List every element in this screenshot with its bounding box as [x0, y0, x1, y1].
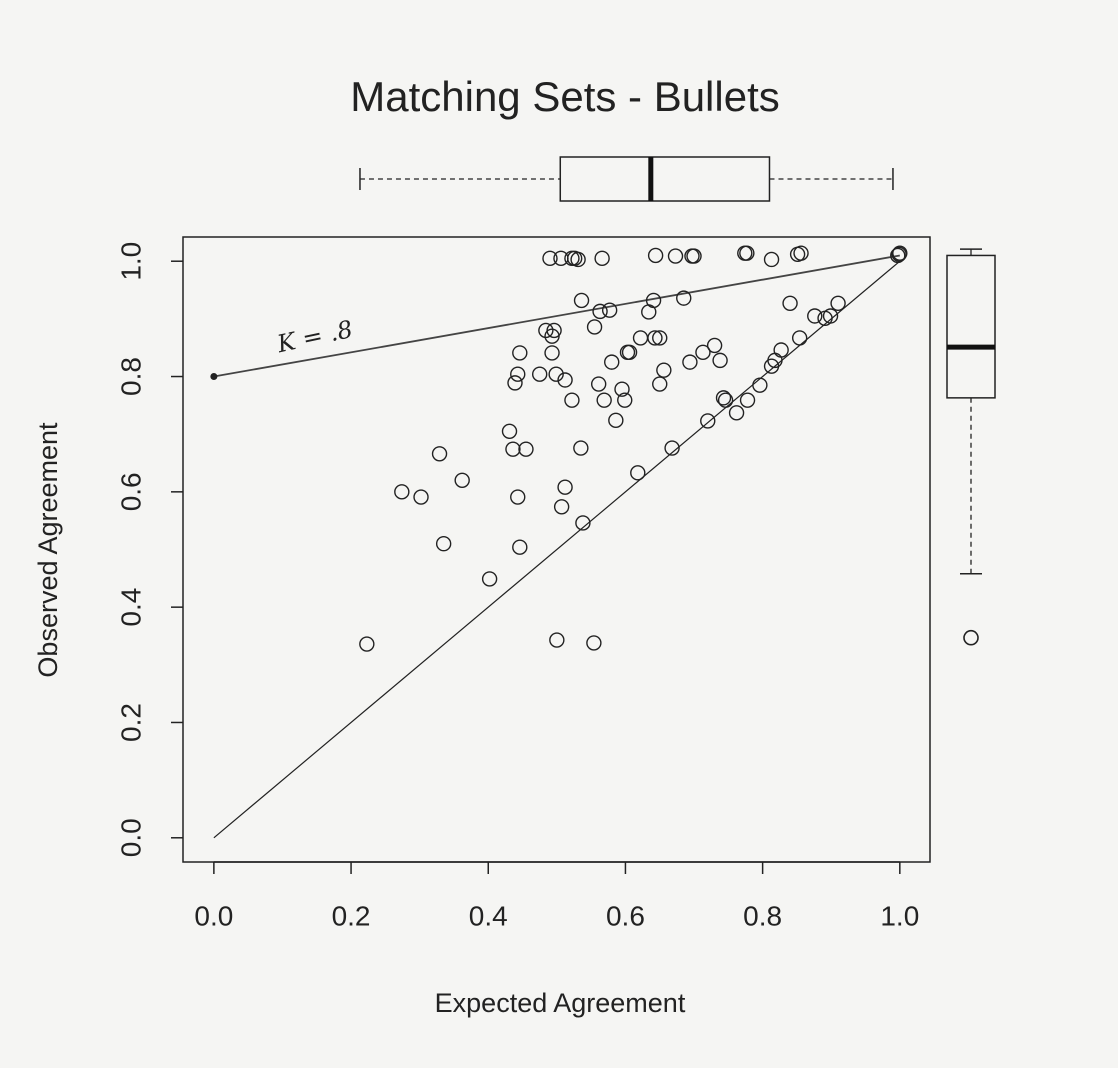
- point: [630, 465, 646, 481]
- point: [686, 248, 702, 264]
- x-tick-label: 0.4: [469, 900, 508, 931]
- chart-title: Matching Sets - Bullets: [350, 73, 780, 120]
- point: [507, 375, 523, 391]
- x-tick-label: 1.0: [880, 900, 919, 931]
- point: [664, 440, 680, 456]
- point: [590, 376, 607, 392]
- y-tick-label: 0.0: [115, 818, 146, 857]
- point: [546, 322, 562, 339]
- point: [553, 499, 570, 515]
- point: [601, 302, 618, 318]
- point: [413, 489, 429, 505]
- point: [656, 362, 672, 378]
- x-tick-label: 0.8: [743, 900, 782, 931]
- point: [431, 446, 448, 462]
- point: [575, 515, 591, 531]
- point: [695, 344, 711, 361]
- point: [518, 441, 534, 457]
- point: [645, 292, 662, 309]
- point: [715, 390, 732, 406]
- x-axis-label: Expected Agreement: [435, 988, 686, 1018]
- point: [505, 441, 521, 457]
- x-tick-label: 0.0: [194, 900, 233, 931]
- point: [621, 344, 638, 361]
- outlier: [963, 629, 979, 646]
- point: [647, 330, 663, 346]
- point: [592, 303, 608, 320]
- reference-line: [213, 254, 900, 378]
- point: [892, 245, 908, 261]
- point: [512, 539, 528, 555]
- point: [763, 251, 780, 268]
- reference-point: [210, 373, 218, 381]
- point: [773, 342, 789, 358]
- point: [573, 292, 590, 309]
- point: [667, 248, 684, 264]
- point: [435, 536, 452, 552]
- x-tick-label: 0.2: [332, 900, 371, 931]
- point: [728, 405, 745, 421]
- point: [512, 345, 528, 361]
- point: [604, 354, 620, 370]
- box: [946, 254, 996, 399]
- point: [454, 472, 470, 489]
- point: [531, 366, 548, 382]
- point: [548, 366, 564, 382]
- point: [807, 308, 823, 324]
- point: [614, 381, 630, 397]
- reference-line: [213, 260, 901, 839]
- point: [481, 571, 498, 587]
- point: [538, 322, 554, 339]
- point: [359, 636, 375, 652]
- point: [712, 352, 728, 369]
- y-tick-label: 0.8: [115, 357, 146, 396]
- y-tick-label: 0.6: [115, 472, 146, 511]
- point: [752, 377, 768, 393]
- point: [557, 372, 573, 388]
- point: [557, 479, 573, 495]
- point: [676, 290, 692, 306]
- point: [586, 635, 602, 651]
- point: [564, 392, 580, 408]
- point: [652, 330, 668, 346]
- point: [793, 245, 809, 261]
- point: [394, 484, 410, 500]
- point: [510, 366, 526, 382]
- point: [594, 250, 610, 267]
- x-tick-label: 0.6: [606, 900, 645, 931]
- point: [830, 295, 846, 312]
- point: [739, 392, 756, 408]
- point: [501, 423, 518, 440]
- point: [544, 345, 560, 361]
- point: [706, 337, 723, 354]
- point: [573, 440, 589, 456]
- y-axis-label: Observed Agreement: [33, 422, 63, 678]
- point: [791, 330, 808, 346]
- y-tick-label: 1.0: [115, 242, 146, 281]
- point: [652, 376, 668, 392]
- y-tick-label: 0.4: [115, 588, 146, 627]
- point: [647, 247, 664, 264]
- point: [510, 489, 526, 505]
- point: [542, 250, 558, 267]
- y-tick-label: 0.2: [115, 703, 146, 742]
- point: [617, 392, 633, 408]
- point: [682, 354, 698, 370]
- point: [717, 392, 734, 408]
- point: [570, 251, 586, 268]
- point: [739, 245, 755, 261]
- point: [700, 413, 716, 429]
- point: [782, 295, 798, 312]
- point: [549, 632, 565, 648]
- box: [559, 156, 771, 202]
- point: [586, 319, 603, 335]
- point: [608, 412, 624, 429]
- point: [596, 392, 612, 408]
- point: [822, 308, 839, 324]
- point: [890, 247, 906, 264]
